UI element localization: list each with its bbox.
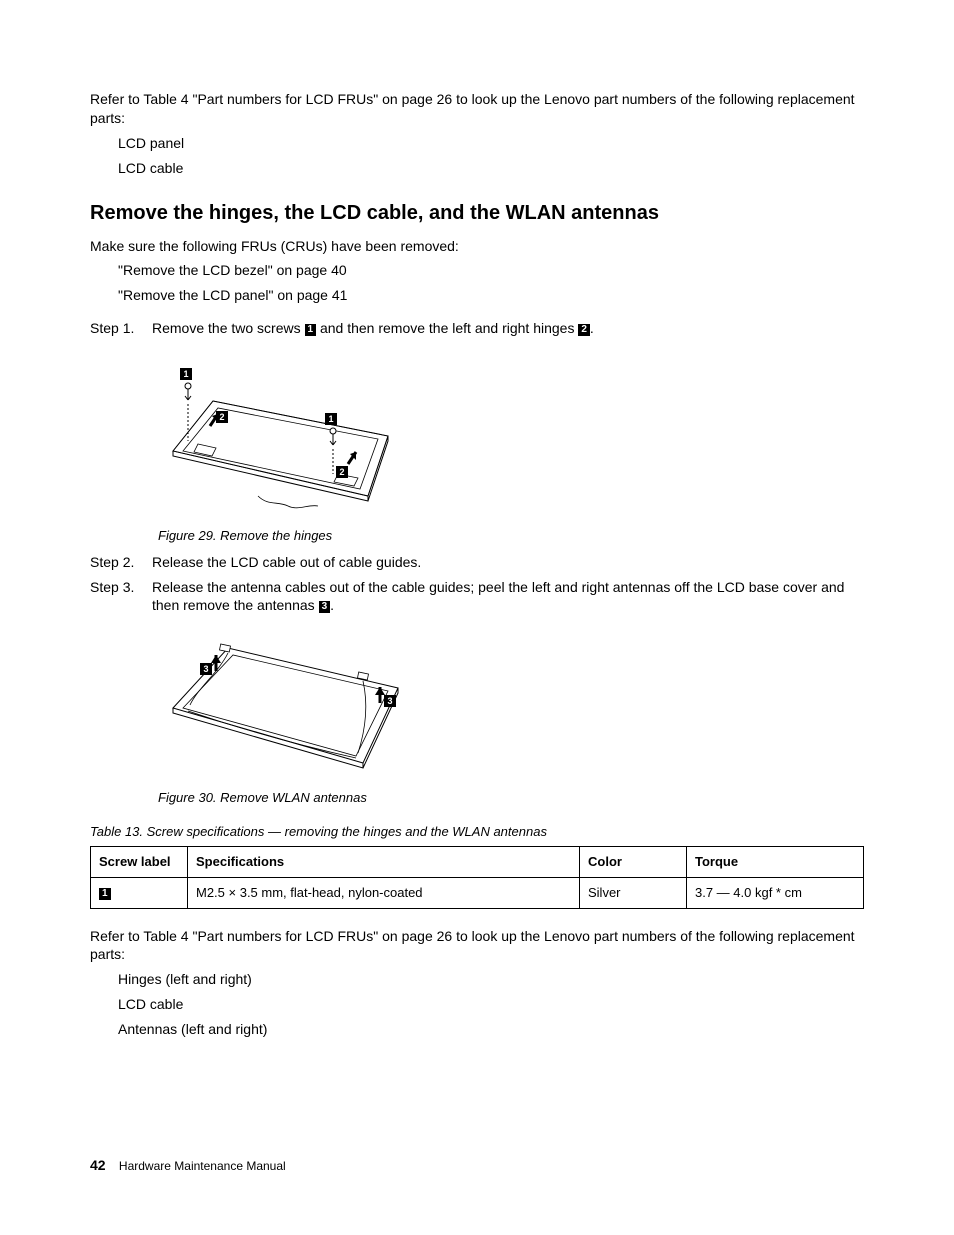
table-row: 1 M2.5 × 3.5 mm, flat-head, nylon-coated…	[91, 877, 864, 908]
step-2: Step 2. Release the LCD cable out of cab…	[90, 553, 864, 572]
figure-29-caption: Figure 29. Remove the hinges	[158, 527, 864, 545]
step-2-text-0: Release the LCD cable out of cable guide…	[152, 554, 421, 570]
callout-2-icon: 2	[578, 324, 590, 336]
td-spec: M2.5 × 3.5 mm, flat-head, nylon-coated	[188, 877, 580, 908]
prereq-1: "Remove the LCD panel" on page 41	[118, 286, 864, 305]
figure-30: 3 3 Figure 30. Remove WLAN antennas	[158, 633, 864, 807]
figure-29: 1 2 1 2 Figure 29. Remove the hinges	[158, 356, 864, 545]
figure-30-svg: 3 3	[158, 633, 418, 783]
step-1-text-0: Remove the two screws	[152, 320, 305, 336]
callout-3-icon: 3	[319, 601, 331, 613]
step-3: Step 3. Release the antenna cables out o…	[90, 578, 864, 616]
table-callout-icon: 1	[99, 888, 111, 900]
table-13: Screw label Specifications Color Torque …	[90, 846, 864, 908]
page-footer: 42 Hardware Maintenance Manual	[90, 1156, 286, 1175]
step-2-label: Step 2.	[90, 553, 152, 572]
fig29-callout-d: 2	[339, 467, 344, 477]
step-3-label: Step 3.	[90, 578, 152, 616]
intro-part-1: LCD cable	[118, 159, 864, 178]
fig29-callout-a: 1	[183, 369, 188, 379]
step-1-label: Step 1.	[90, 319, 152, 338]
figure-30-caption: Figure 30. Remove WLAN antennas	[158, 789, 864, 807]
table-header-row: Screw label Specifications Color Torque	[91, 847, 864, 878]
step-1: Step 1. Remove the two screws 1 and then…	[90, 319, 864, 338]
td-torque: 3.7 — 4.0 kgf * cm	[687, 877, 864, 908]
page-number: 42	[90, 1157, 106, 1173]
th-spec: Specifications	[188, 847, 580, 878]
prereq-0: "Remove the LCD bezel" on page 40	[118, 261, 864, 280]
outro-part-2: Antennas (left and right)	[118, 1020, 864, 1039]
step-2-body: Release the LCD cable out of cable guide…	[152, 553, 864, 572]
th-color: Color	[580, 847, 687, 878]
outro-part-1: LCD cable	[118, 995, 864, 1014]
section-heading: Remove the hinges, the LCD cable, and th…	[90, 200, 864, 227]
step-1-text-1: and then remove the left and right hinge…	[316, 320, 578, 336]
intro-refer: Refer to Table 4 "Part numbers for LCD F…	[90, 90, 864, 128]
fig29-callout-c: 1	[328, 414, 333, 424]
doc-title: Hardware Maintenance Manual	[119, 1159, 286, 1173]
intro-part-0: LCD panel	[118, 134, 864, 153]
th-screw-label: Screw label	[91, 847, 188, 878]
step-3-text-0: Release the antenna cables out of the ca…	[152, 579, 844, 614]
td-screw-label: 1	[91, 877, 188, 908]
step-3-text-1: .	[330, 597, 334, 613]
outro-part-0: Hinges (left and right)	[118, 970, 864, 989]
fig30-callout-a: 3	[203, 664, 208, 674]
step-3-body: Release the antenna cables out of the ca…	[152, 578, 864, 616]
callout-1-icon: 1	[305, 324, 317, 336]
outro-refer: Refer to Table 4 "Part numbers for LCD F…	[90, 927, 864, 965]
prereq-intro: Make sure the following FRUs (CRUs) have…	[90, 237, 864, 256]
figure-29-svg: 1 2 1 2	[158, 356, 418, 521]
td-color: Silver	[580, 877, 687, 908]
step-1-body: Remove the two screws 1 and then remove …	[152, 319, 864, 338]
fig29-callout-b: 2	[219, 412, 224, 422]
page: Refer to Table 4 "Part numbers for LCD F…	[0, 0, 954, 1235]
step-1-text-2: .	[590, 320, 594, 336]
th-torque: Torque	[687, 847, 864, 878]
table-13-caption: Table 13. Screw specifications — removin…	[90, 823, 864, 841]
fig30-callout-b: 3	[387, 696, 392, 706]
